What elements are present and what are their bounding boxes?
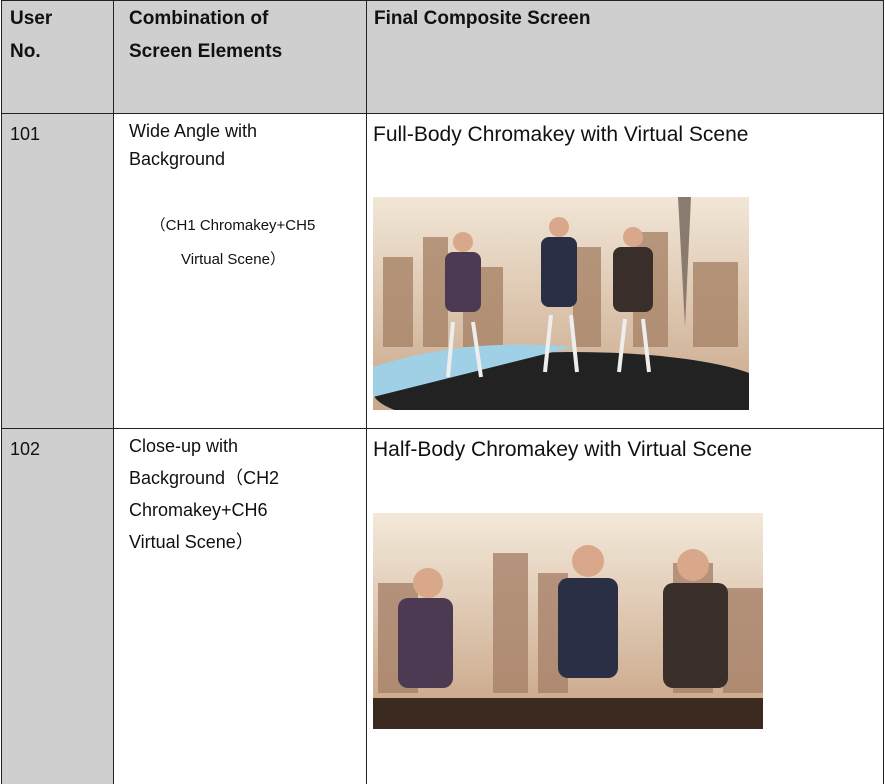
header-text: Combination of Screen Elements (129, 2, 282, 68)
text-line: Virtual Scene） (129, 532, 254, 552)
user-no: 101 (10, 124, 41, 144)
text-line: Combination of (129, 8, 269, 29)
final-title: Half-Body Chromakey with Virtual Scene (373, 438, 752, 461)
header-cell (113, 0, 367, 114)
combination-note: （CH1 Chromakey+CH5 Virtual Scene） (118, 209, 348, 277)
row-cell (1, 113, 114, 429)
header-text: Final Composite Screen (374, 8, 591, 29)
text-line: Close-up with (129, 436, 239, 456)
row-cell (366, 428, 884, 784)
row-cell (1, 428, 114, 784)
text-line: Chromakey+CH6 (129, 500, 268, 520)
text-line: User (10, 8, 53, 29)
final-title: Full-Body Chromakey with Virtual Scene (373, 123, 749, 146)
composite-image (373, 513, 763, 729)
composite-image (373, 197, 749, 410)
text-line: Background（CH2 (129, 468, 280, 488)
combination: Wide Angle with Background (129, 121, 258, 169)
text-line: Screen Elements (129, 41, 283, 62)
text-line: No. (10, 41, 41, 62)
text-line: Virtual Scene） (181, 251, 285, 268)
text-line: （CH1 Chromakey+CH5 (150, 217, 316, 234)
header-text: User No. (10, 2, 52, 68)
header-cell (1, 0, 114, 114)
user-no: 102 (10, 439, 41, 459)
combination: Close-up with Background（CH2 Chromakey+CH6… (129, 430, 279, 558)
